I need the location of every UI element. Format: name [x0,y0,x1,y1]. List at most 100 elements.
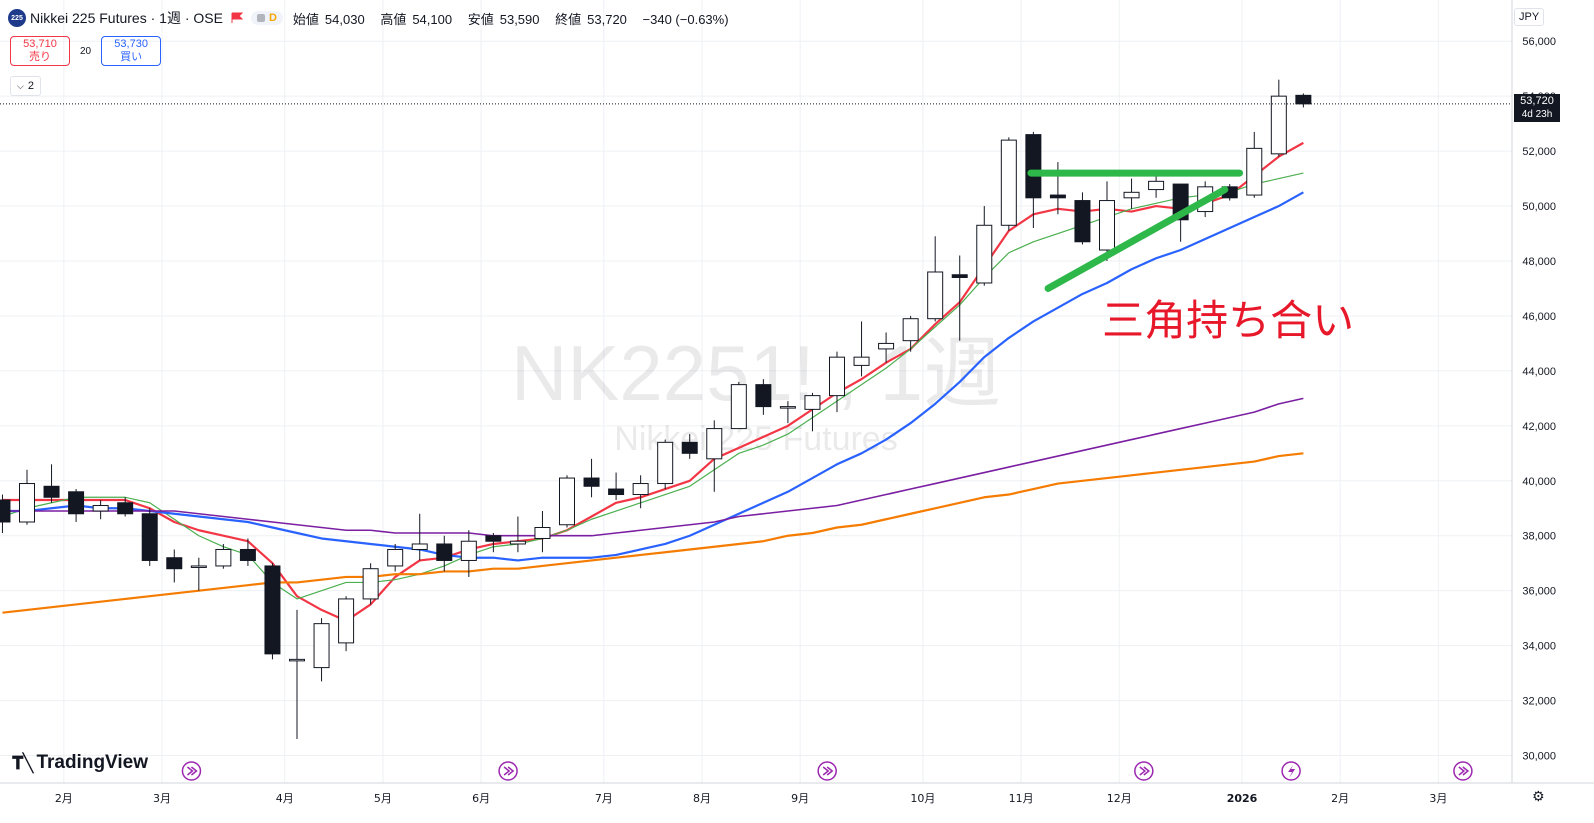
candle-body [362,568,379,600]
candle [289,609,305,740]
candle [215,543,232,569]
buy-button[interactable]: 53,730 買い [101,36,162,66]
candle-body [68,491,85,515]
candle [68,489,85,522]
candle [657,439,674,490]
candle-body [976,224,993,284]
time-tick-label: 8月 [693,792,711,805]
indicators-toggle[interactable]: ⌵ 2 [10,76,41,96]
candle-body [313,623,330,669]
candle [460,530,477,577]
price-tick-label: 52,000 [1522,146,1556,158]
candle-body [1246,147,1263,196]
candle-body [878,342,895,350]
candle [141,508,158,566]
candle [92,500,109,520]
candle [166,549,183,583]
candle-body [289,658,305,662]
candle-body [1270,95,1287,155]
event-marker-arrow [822,766,834,776]
candle [411,513,428,561]
event-marker-arrow [186,766,198,776]
open-value: 54,030 [324,11,365,27]
candle-body [264,565,281,655]
lightning-marker-bolt [1288,765,1296,778]
sell-button[interactable]: 53,710 売り [10,36,70,66]
candle [829,351,845,413]
high-value: 54,100 [412,11,453,27]
candle [1099,181,1115,261]
candle-body [411,543,428,550]
candle-body [804,395,821,410]
ohlc-values: 始値 54,030 高値 54,100 安値 53,590 終値 53,720 −340… [293,9,735,28]
candle [902,315,919,352]
close-value: 53,720 [587,11,627,27]
candle-body [681,441,698,454]
settings-gear-icon[interactable]: ⚙ [1532,788,1545,804]
price-tick-label: 56,000 [1522,36,1556,48]
market-closed-icon [256,14,265,22]
trade-panel: 53,710 売り 20 53,730 買い [10,36,162,66]
candle [436,535,453,572]
candle [117,497,134,517]
market-status-pill[interactable]: D [250,11,283,25]
candle [338,596,355,652]
indicator-count: 2 [27,80,34,92]
candle [878,332,895,363]
candle [485,532,502,553]
candle-body [117,502,134,515]
candle [534,511,551,553]
time-tick-label: 9月 [791,792,809,805]
currency-selector[interactable]: JPY [1514,8,1545,26]
candle-body [534,526,551,539]
candle [0,494,11,533]
candle-body [485,535,502,542]
tradingview-logo[interactable]: 𝐓╲ TradingView [12,752,148,774]
symbol-title[interactable]: Nikkei 225 Futures · 1週 · OSE [30,10,223,26]
flag-icon[interactable] [231,12,243,24]
candle-body [436,543,453,561]
candle-body [853,356,870,366]
data-source-letter: D [268,12,277,24]
candle-body [215,548,232,567]
tradingview-logo-text: TradingView [36,752,149,773]
price-tick-label: 48,000 [1522,256,1556,268]
price-tick-label: 32,000 [1522,696,1556,708]
event-marker-icon [181,761,202,781]
candle-body [1148,180,1165,191]
high-label: 高値 [380,11,407,27]
candle [927,236,944,322]
last-price-tag: 53,720 4d 23h [1514,94,1560,122]
candle-body [509,540,526,545]
low-value: 53,590 [499,11,540,27]
candle-body [902,318,919,342]
chevron-down-icon: ⌵ [17,80,24,91]
candle-body [1000,139,1017,226]
time-tick-label: 2月 [1331,792,1349,805]
time-tick-label: 7月 [595,792,613,805]
price-tick-label: 40,000 [1522,476,1556,488]
time-tick-label: 10月 [910,792,935,805]
time-tick-label: 11月 [1009,792,1034,805]
buy-price: 53,730 [114,38,148,50]
price-tick-label: 42,000 [1522,421,1556,433]
candle [362,563,379,605]
candle-body [583,477,600,487]
candle-body [730,384,747,430]
event-marker-icon [498,761,518,781]
event-marker-icon [817,761,837,781]
time-tick-label: 5月 [374,792,392,805]
time-tick-label: 3月 [153,792,171,805]
candle [632,475,649,509]
price-tick-label: 46,000 [1522,311,1556,323]
candle [313,618,330,682]
candle-body [1049,194,1066,199]
price-tick-label: 50,000 [1522,201,1556,213]
event-marker-icon [1453,761,1473,781]
time-tick-label: 2月 [55,792,73,805]
time-tick-label: 12月 [1107,792,1132,805]
candle-body [779,406,796,409]
event-marker-icon [1134,761,1154,781]
close-label: 終値 [555,11,582,27]
